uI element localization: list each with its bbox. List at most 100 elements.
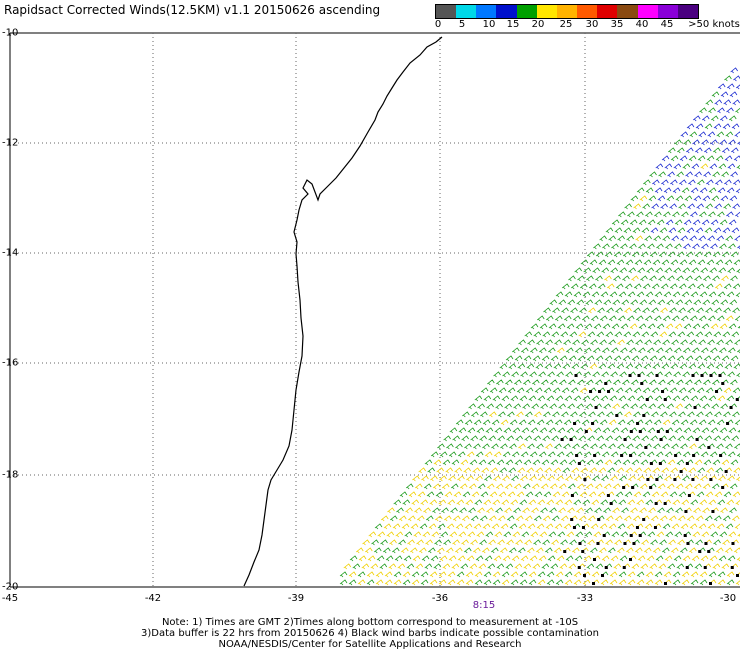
wind-barb xyxy=(594,299,603,306)
wind-barb xyxy=(709,267,717,274)
wind-barb xyxy=(721,275,729,282)
wind-barb xyxy=(689,523,698,530)
wind-barb xyxy=(480,491,489,498)
wind-barb xyxy=(446,443,454,450)
wind-barb xyxy=(484,451,493,458)
wind-barb xyxy=(656,531,665,538)
legend-label: 45 xyxy=(660,19,674,30)
wind-barb xyxy=(508,547,517,554)
wind-barb xyxy=(458,427,467,434)
wind-barb xyxy=(689,419,698,426)
wind-barb xyxy=(675,195,684,202)
wind-barb xyxy=(594,507,602,514)
wind-barb xyxy=(706,155,715,162)
wind-barb xyxy=(698,131,707,138)
wind-barb xyxy=(645,291,654,298)
wind-barb xyxy=(645,211,653,218)
wind-barb xyxy=(694,171,702,178)
wind-barb xyxy=(672,187,681,194)
contamination-marker xyxy=(622,486,626,489)
wind-barb xyxy=(510,395,519,402)
contamination-marker xyxy=(685,462,689,465)
wind-barb xyxy=(617,339,625,346)
wind-barb xyxy=(646,451,655,458)
wind-barb xyxy=(591,291,600,298)
wind-barb xyxy=(366,579,375,586)
wind-barb xyxy=(411,571,420,578)
wind-barb xyxy=(582,395,591,402)
wind-barb xyxy=(554,523,563,530)
wind-barb xyxy=(632,515,641,522)
contamination-marker xyxy=(691,478,695,481)
legend-label: >50 knots xyxy=(688,19,740,30)
wind-barb xyxy=(545,419,554,426)
wind-barb xyxy=(667,355,676,362)
wind-barb xyxy=(589,467,597,474)
wind-barb xyxy=(732,283,740,290)
wind-barb xyxy=(711,403,719,410)
wind-barb xyxy=(675,483,684,490)
wind-barb xyxy=(700,347,709,354)
wind-barb xyxy=(689,235,697,242)
wind-barb xyxy=(728,219,737,226)
wind-barb xyxy=(735,580,740,586)
wind-barb xyxy=(713,331,722,338)
wind-barb xyxy=(498,491,507,498)
wind-barb xyxy=(538,555,547,562)
wind-barb xyxy=(602,323,611,330)
wind-barb xyxy=(717,395,726,402)
wind-barb xyxy=(730,459,739,466)
wind-barb xyxy=(727,163,736,170)
wind-barb xyxy=(550,459,559,466)
wind-barb xyxy=(735,211,740,218)
wind-barb xyxy=(522,403,530,410)
wind-barb xyxy=(715,179,723,186)
wind-barb xyxy=(728,139,736,146)
wind-barb xyxy=(705,491,714,498)
legend-swatch xyxy=(677,5,699,18)
wind-barb xyxy=(617,235,625,242)
wind-barb xyxy=(702,483,711,490)
wind-barb xyxy=(546,499,555,506)
wind-barb xyxy=(389,539,397,546)
wind-barb xyxy=(684,483,693,490)
wind-barb xyxy=(587,515,596,522)
wind-barb xyxy=(555,291,564,298)
wind-barb xyxy=(632,435,640,442)
wind-barb xyxy=(649,251,658,258)
wind-barb xyxy=(711,299,720,306)
wind-barb xyxy=(436,467,444,474)
wind-barb xyxy=(493,371,501,378)
wind-barb xyxy=(452,539,460,546)
wind-barb xyxy=(612,403,620,410)
wind-barb xyxy=(717,291,726,298)
wind-barb xyxy=(535,467,543,474)
wind-barb xyxy=(532,459,541,466)
wind-barb xyxy=(693,483,702,490)
wind-barb xyxy=(556,475,564,482)
wind-barb xyxy=(482,443,490,450)
wind-barb xyxy=(536,339,544,346)
contamination-marker xyxy=(692,454,696,457)
wind-barb xyxy=(651,283,660,290)
wind-barb xyxy=(617,443,625,450)
wind-barb xyxy=(589,259,598,266)
wind-barb xyxy=(504,403,512,410)
wind-barb xyxy=(486,403,494,410)
wind-barb xyxy=(602,243,610,250)
wind-barb xyxy=(387,507,395,514)
wind-barb xyxy=(614,515,623,522)
wind-barb xyxy=(699,571,708,578)
wind-barb xyxy=(598,467,606,474)
wind-barb xyxy=(571,363,580,370)
wind-barb xyxy=(563,419,572,426)
contamination-marker xyxy=(718,374,722,377)
wind-barb xyxy=(546,579,555,586)
wind-barb xyxy=(604,251,613,258)
wind-barb xyxy=(648,403,656,410)
wind-barb xyxy=(567,483,576,490)
wind-barb xyxy=(523,355,532,362)
wind-barb xyxy=(420,579,429,586)
wind-barb xyxy=(544,547,553,554)
wind-barb xyxy=(601,451,610,458)
